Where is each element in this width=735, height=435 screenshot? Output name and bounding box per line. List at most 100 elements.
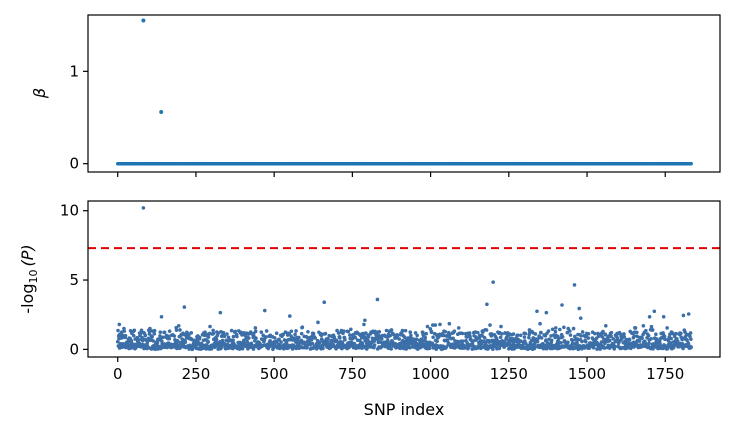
pvalue-point xyxy=(632,334,637,338)
pvalue-point xyxy=(384,328,389,333)
pvalue-point xyxy=(447,321,452,326)
manhattan-points xyxy=(115,206,694,352)
pvalue-point xyxy=(316,320,320,325)
pvalue-point xyxy=(430,341,435,346)
pvalue-point xyxy=(322,300,327,305)
pvalue-point xyxy=(397,337,402,341)
pvalue-point xyxy=(299,331,304,336)
pvalue-point xyxy=(409,333,413,338)
pvalue-point xyxy=(129,338,134,343)
pvalue-point xyxy=(533,332,538,336)
beta-y-axis-label: β xyxy=(30,88,49,99)
beta-point-nonzero xyxy=(141,18,146,23)
pvalue-point xyxy=(568,333,573,337)
pvalue-point xyxy=(689,337,693,341)
pvalue-point xyxy=(162,330,167,335)
pvalue-point xyxy=(264,335,268,339)
beta-y-tick-label: 0 xyxy=(69,155,79,173)
pvalue-point xyxy=(389,328,394,332)
pvalue-point xyxy=(498,335,503,340)
pvalue-point xyxy=(353,335,357,340)
pvalue-point xyxy=(284,341,289,346)
pvalue-point xyxy=(136,337,141,342)
pvalue-point xyxy=(362,322,366,327)
pvalue-point xyxy=(167,329,172,333)
pvalue-point xyxy=(363,318,367,323)
pvalue-point xyxy=(580,339,584,344)
ylabel-subscript: 10 xyxy=(27,269,40,283)
pvalue-point xyxy=(288,314,292,318)
manhattan-y-tick-label: 5 xyxy=(69,271,79,289)
pvalue-point xyxy=(326,336,330,341)
pvalue-point xyxy=(222,334,227,339)
manhattan-y-axis-label: -log10 (P) xyxy=(18,244,40,313)
pvalue-point xyxy=(546,329,551,333)
pvalue-point xyxy=(160,335,165,340)
pvalue-point xyxy=(150,335,154,339)
pvalue-point xyxy=(553,326,558,330)
pvalue-point xyxy=(385,338,390,343)
pvalue-point xyxy=(233,329,238,334)
pvalue-point xyxy=(209,346,214,351)
pvalue-point xyxy=(497,346,502,351)
pvalue-point xyxy=(485,302,489,307)
pvalue-point xyxy=(221,330,226,335)
pvalue-point xyxy=(388,333,393,338)
pvalue-point xyxy=(277,337,281,342)
pvalue-point xyxy=(578,316,583,320)
pvalue-point xyxy=(571,326,576,331)
pvalue-point xyxy=(591,345,596,350)
pvalue-point xyxy=(441,333,446,338)
pvalue-point xyxy=(649,324,654,329)
pvalue-point xyxy=(511,332,516,336)
pvalue-point xyxy=(558,341,563,345)
pvalue-point xyxy=(675,339,680,343)
pvalue-point xyxy=(342,329,346,333)
pvalue-point xyxy=(425,324,430,329)
pvalue-point xyxy=(424,331,429,336)
pvalue-point xyxy=(669,336,673,341)
pvalue-point xyxy=(138,331,143,336)
pvalue-point xyxy=(662,334,667,339)
pvalue-point xyxy=(467,331,472,335)
manhattan-x-tick-label: 250 xyxy=(182,365,211,383)
pvalue-point xyxy=(523,341,528,346)
pvalue-point xyxy=(206,340,210,344)
manhattan-y-tick-label: 10 xyxy=(60,202,79,220)
pvalue-point xyxy=(226,335,231,340)
pvalue-point xyxy=(174,328,179,332)
pvalue-point xyxy=(419,345,424,349)
pvalue-point xyxy=(272,336,277,340)
pvalue-point xyxy=(430,323,435,327)
pvalue-point xyxy=(259,330,264,334)
manhattan-x-tick-label: 0 xyxy=(113,365,123,383)
pvalue-point xyxy=(613,345,617,349)
pvalue-point xyxy=(595,347,599,351)
pvalue-point xyxy=(604,324,608,328)
pvalue-point xyxy=(644,328,648,333)
pvalue-point xyxy=(431,335,435,340)
pvalue-point xyxy=(178,328,182,332)
manhattan-x-tick-label: 1250 xyxy=(490,365,528,383)
pvalue-point xyxy=(609,330,614,335)
pvalue-point xyxy=(116,328,120,333)
pvalue-point xyxy=(435,339,439,344)
pvalue-point xyxy=(452,329,457,333)
pvalue-point xyxy=(346,329,351,334)
pvalue-point xyxy=(499,324,503,329)
pvalue-point xyxy=(264,329,269,333)
pvalue-point xyxy=(122,329,127,333)
pvalue-point xyxy=(553,329,558,334)
pvalue-point xyxy=(622,332,626,336)
pvalue-point xyxy=(408,330,413,335)
pvalue-point xyxy=(544,310,549,315)
pvalue-point xyxy=(403,328,408,333)
pvalue-point xyxy=(311,331,316,336)
pvalue-point xyxy=(310,341,315,346)
pvalue-point xyxy=(389,347,393,351)
pvalue-point xyxy=(456,326,461,330)
pvalue-point xyxy=(211,331,216,336)
manhattan-x-tick-label: 1000 xyxy=(412,365,450,383)
pvalue-point xyxy=(141,206,146,210)
